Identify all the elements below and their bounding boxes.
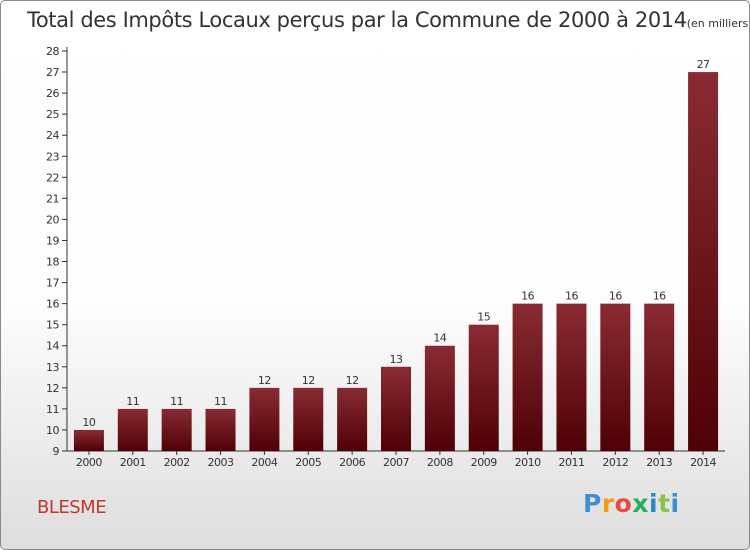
data-label: 12 (302, 374, 315, 387)
bar (73, 429, 104, 451)
bar (337, 387, 368, 451)
data-label: 11 (170, 395, 183, 408)
bar (381, 366, 411, 451)
x-tick-label: 2000 (76, 456, 102, 469)
y-tick-label: 15 (46, 319, 59, 332)
data-label: 27 (697, 58, 710, 71)
logo-letter: x (632, 489, 649, 518)
data-label: 13 (390, 353, 403, 366)
chart-title: Total des Impôts Locaux perçus par la Co… (27, 8, 749, 32)
y-tick-label: 19 (46, 234, 59, 247)
y-tick-label: 10 (46, 424, 59, 437)
x-tick-label: 2012 (602, 456, 628, 469)
chart-title-unit: (en milliers d'€) (686, 17, 749, 30)
data-label: 10 (82, 416, 95, 429)
proxiti-logo: Proxiti (583, 489, 680, 518)
data-label: 11 (214, 395, 227, 408)
x-tick-label: 2006 (339, 456, 365, 469)
y-tick-label: 22 (46, 171, 59, 184)
data-label: 14 (433, 332, 446, 345)
x-tick-label: 2005 (295, 456, 321, 469)
y-tick-label: 16 (46, 298, 59, 311)
y-tick-label: 24 (46, 129, 59, 142)
y-tick-label: 23 (46, 150, 59, 163)
y-tick-label: 26 (46, 87, 59, 100)
y-tick-label: 17 (46, 277, 59, 290)
logo-letter: o (614, 489, 633, 518)
bar-series: 10 11 11 11 12 12 12 13 14 15 16 16 16 16 27 (73, 58, 719, 451)
bar (600, 303, 631, 451)
y-tick-label: 11 (46, 403, 59, 416)
y-tick-label: 12 (46, 382, 59, 395)
bar (556, 303, 587, 451)
commune-name: BLESME (37, 497, 107, 518)
x-tick-label: 2002 (164, 456, 190, 469)
y-tick-label: 9 (53, 445, 60, 458)
data-label: 11 (126, 395, 139, 408)
bar (249, 387, 280, 451)
data-label: 16 (565, 290, 578, 303)
bar (688, 72, 719, 451)
x-tick-label: 2001 (120, 456, 146, 469)
y-tick-label: 21 (46, 192, 59, 205)
logo-letter: i (670, 489, 680, 518)
data-label: 15 (477, 311, 490, 324)
y-tick-label: 14 (46, 340, 59, 353)
logo-letter: t (658, 489, 671, 518)
bar (161, 408, 192, 451)
logo-letter: i (649, 489, 659, 518)
bar (644, 303, 675, 451)
x-tick-label: 2007 (383, 456, 409, 469)
y-tick-label: 13 (46, 361, 59, 374)
x-tick-label: 2014 (690, 456, 716, 469)
bar (205, 408, 236, 451)
y-tick-label: 28 (46, 45, 59, 58)
data-label: 12 (346, 374, 359, 387)
bar (424, 345, 455, 451)
x-tick-label: 2010 (515, 456, 541, 469)
x-tick-label: 2009 (471, 456, 497, 469)
data-label: 12 (258, 374, 271, 387)
x-axis: 2000 2001 2002 2003 2004 2005 2006 2007 2008 2009… (67, 450, 725, 469)
data-label: 16 (609, 290, 622, 303)
y-tick-label: 27 (46, 66, 59, 79)
bar (512, 303, 543, 451)
x-tick-label: 2011 (558, 456, 584, 469)
bar (468, 324, 499, 451)
bar (293, 387, 324, 451)
y-axis: 9 10 11 12 13 14 15 16 17 18 19 20 21 22 23 24 25 26 27 28 (46, 45, 68, 458)
logo-letter: P (583, 489, 602, 518)
y-tick-label: 18 (46, 256, 59, 269)
x-tick-label: 2004 (251, 456, 277, 469)
data-label: 16 (653, 290, 666, 303)
y-tick-label: 20 (46, 213, 59, 226)
chart-title-main: Total des Impôts Locaux perçus par la Co… (27, 8, 687, 32)
x-tick-label: 2013 (646, 456, 672, 469)
bar (117, 408, 148, 451)
x-tick-label: 2008 (427, 456, 453, 469)
y-tick-label: 25 (46, 108, 59, 121)
logo-letter: r (601, 489, 615, 518)
x-tick-label: 2003 (208, 456, 234, 469)
data-label: 16 (521, 290, 534, 303)
